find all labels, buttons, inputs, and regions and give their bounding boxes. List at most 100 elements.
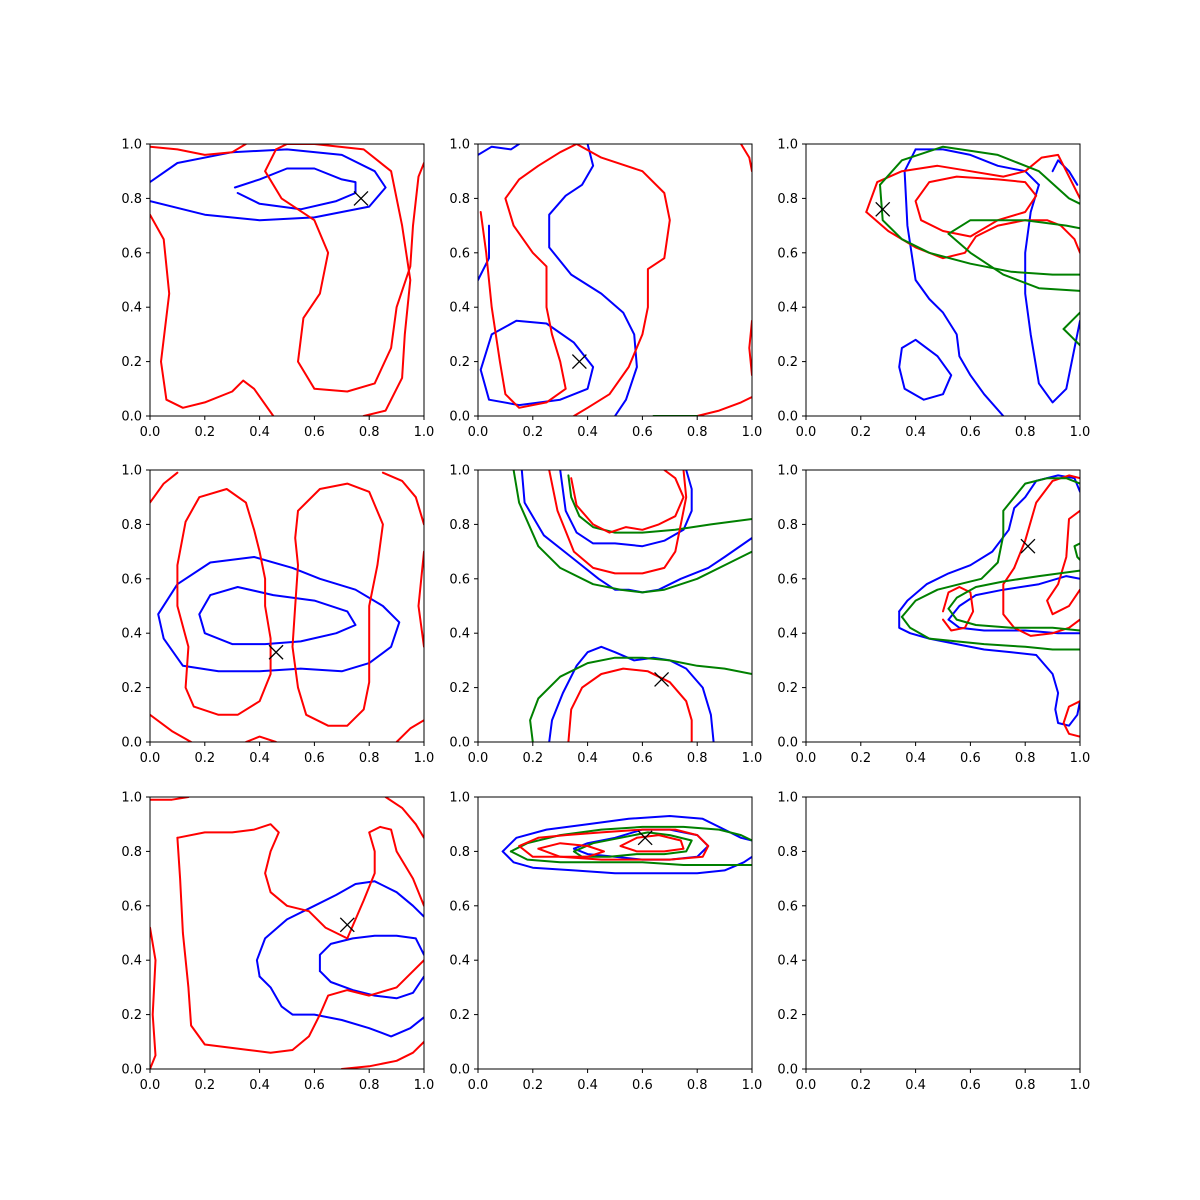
y-tick-label: 0.2 (121, 681, 142, 696)
x-tick-label: 0.2 (850, 1078, 871, 1093)
subplot-3: 0.0 0.2 0.4 0.6 0.8 1.0 0.0 0.2 0.4 0.6 0.8 1.0 (777, 138, 1090, 441)
x-tick-label: 0.6 (960, 425, 981, 440)
contour-line-green (572, 831, 693, 858)
y-tick-label: 0.0 (121, 410, 142, 425)
y-tick-label: 1.0 (121, 464, 142, 479)
contour-line-blue (157, 556, 401, 673)
subplot-7: 0.0 0.2 0.4 0.6 0.8 1.0 0.0 0.2 0.4 0.6 0.8 1.0 (121, 791, 434, 1094)
x-marker-stroke (1020, 538, 1036, 554)
y-tick-label: 1.0 (777, 138, 798, 153)
y-tick-label: 0.4 (121, 301, 142, 316)
contour-line-red (1013, 474, 1080, 569)
contour-line-green (900, 477, 1080, 618)
y-tick-label: 0.0 (121, 1063, 142, 1078)
x-tick-label: 1.0 (742, 425, 763, 440)
contour-line-red (176, 836, 424, 1054)
axes-frame (149, 143, 425, 417)
x-marker-stroke (339, 917, 355, 933)
contour-line-green (947, 569, 1080, 610)
y-tick-label: 0.4 (121, 627, 142, 642)
contour-line-blue (318, 934, 424, 973)
y-tick-label: 0.6 (121, 246, 142, 261)
plot-area (865, 145, 1080, 416)
x-tick-label: 1.0 (414, 425, 435, 440)
x-tick-label: 0.6 (632, 425, 653, 440)
y-tick-label: 0.8 (777, 192, 798, 207)
contour-line-red (865, 153, 1080, 213)
contour-line-red (150, 926, 157, 1069)
axes-frame (477, 143, 753, 417)
x-tick-label: 1.0 (1070, 425, 1091, 440)
contour-line-blue (559, 470, 693, 548)
x-marker-stroke (353, 190, 369, 206)
contour-line-red (696, 396, 752, 416)
contour-line-red (244, 735, 277, 742)
contour-line-red (384, 797, 424, 839)
y-tick-label: 0.2 (121, 355, 142, 370)
x-tick-label: 0.8 (1015, 1078, 1036, 1093)
plot-area (898, 474, 1080, 738)
subplot-4: 0.0 0.2 0.4 0.6 0.8 1.0 0.0 0.2 0.4 0.6 0.8 1.0 (121, 464, 434, 767)
contour-line-red (914, 175, 1038, 238)
contour-line-red (1062, 700, 1080, 738)
contour-line-blue (947, 618, 1080, 635)
contour-line-green (1062, 328, 1080, 347)
contour-line-red (381, 471, 424, 526)
contour-line-blue (198, 586, 357, 646)
contour-line-blue (233, 167, 357, 211)
y-tick-label: 0.0 (777, 410, 798, 425)
x-tick-label: 0.6 (960, 751, 981, 766)
subplot-2: 0.0 0.2 0.4 0.6 0.8 1.0 0.0 0.2 0.4 0.6 0.8 1.0 (449, 138, 762, 441)
contour-line-red (291, 482, 384, 727)
x-marker-stroke (571, 354, 587, 370)
x-marker (571, 354, 587, 370)
contour-line-blue (548, 645, 715, 742)
contour-line-blue (479, 319, 595, 407)
x-tick-label: 1.0 (742, 1078, 763, 1093)
axes-frame (477, 469, 753, 743)
x-tick-label: 0.6 (960, 1078, 981, 1093)
y-tick-label: 0.6 (121, 572, 142, 587)
y-tick-label: 0.8 (777, 518, 798, 533)
x-tick-label: 0.2 (522, 1078, 543, 1093)
contour-line-blue (478, 224, 490, 281)
contour-line-green (509, 825, 752, 853)
y-tick-label: 0.4 (449, 301, 470, 316)
axes-frame (805, 796, 1081, 1070)
x-tick-label: 0.0 (140, 425, 161, 440)
x-marker-stroke (654, 671, 670, 687)
x-tick-label: 0.6 (304, 751, 325, 766)
y-tick-label: 0.0 (121, 736, 142, 751)
subplot-8: 0.0 0.2 0.4 0.6 0.8 1.0 0.0 0.2 0.4 0.6 0.8 1.0 (449, 791, 762, 1094)
x-marker (1020, 538, 1036, 554)
x-tick-label: 0.2 (850, 751, 871, 766)
x-tick-label: 0.8 (359, 1078, 380, 1093)
x-tick-label: 0.8 (687, 425, 708, 440)
x-tick-label: 0.8 (687, 1078, 708, 1093)
contour-line-red (572, 144, 671, 416)
contour-line-red (150, 471, 179, 504)
x-tick-label: 1.0 (414, 1078, 435, 1093)
x-tick-label: 0.8 (1015, 425, 1036, 440)
contour-line-red (748, 319, 752, 377)
y-tick-label: 0.6 (777, 572, 798, 587)
x-marker (875, 201, 891, 217)
x-tick-label: 1.0 (742, 751, 763, 766)
x-tick-label: 0.0 (796, 751, 817, 766)
x-marker (268, 644, 284, 660)
x-marker (353, 190, 369, 206)
x-tick-label: 0.4 (577, 1078, 598, 1093)
x-tick-label: 0.2 (194, 425, 215, 440)
x-tick-label: 0.8 (359, 425, 380, 440)
y-tick-label: 0.8 (449, 518, 470, 533)
contour-line-red (1002, 566, 1080, 637)
x-tick-label: 0.2 (194, 1078, 215, 1093)
contour-line-red (150, 797, 190, 801)
contour-line-red (548, 470, 688, 575)
contour-line-blue (898, 474, 1080, 613)
subplot-6: 0.0 0.2 0.4 0.6 0.8 1.0 0.0 0.2 0.4 0.6 0.8 1.0 (777, 464, 1090, 767)
y-tick-label: 1.0 (121, 791, 142, 806)
x-marker-stroke (875, 201, 891, 217)
x-tick-label: 0.6 (632, 751, 653, 766)
contour-line-blue (255, 880, 424, 978)
